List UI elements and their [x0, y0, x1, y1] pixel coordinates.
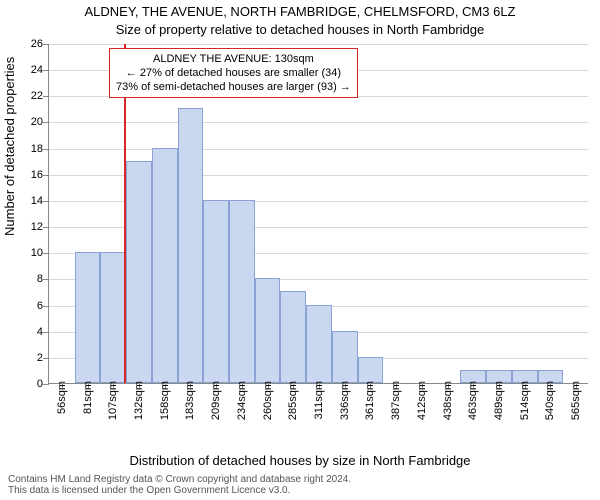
x-tick-label: 260sqm: [262, 381, 274, 420]
y-tick-label: 20: [19, 116, 43, 128]
y-tick: [43, 149, 49, 150]
y-tick-label: 26: [19, 38, 43, 50]
annotation-line-1: ALDNEY THE AVENUE: 130sqm: [116, 52, 351, 66]
y-tick: [43, 201, 49, 202]
bar: [255, 278, 281, 383]
gridline: [49, 149, 588, 150]
x-tick-label: 56sqm: [56, 381, 68, 414]
bar: [280, 291, 306, 383]
bar: [203, 200, 229, 383]
y-tick: [43, 96, 49, 97]
x-tick-label: 438sqm: [442, 381, 454, 420]
x-tick-label: 412sqm: [416, 381, 428, 420]
x-tick-label: 387sqm: [390, 381, 402, 420]
annotation-line-2: ← 27% of detached houses are smaller (34…: [116, 66, 351, 80]
x-tick-label: 565sqm: [570, 381, 582, 420]
x-tick-label: 361sqm: [364, 381, 376, 420]
x-tick-label: 489sqm: [493, 381, 505, 420]
y-tick: [43, 358, 49, 359]
x-tick-label: 132sqm: [133, 381, 145, 420]
bar: [126, 161, 152, 383]
y-tick: [43, 306, 49, 307]
y-tick-label: 22: [19, 90, 43, 102]
y-tick-label: 2: [19, 352, 43, 364]
bar: [229, 200, 255, 383]
footer-attribution: Contains HM Land Registry data © Crown c…: [8, 474, 351, 496]
y-tick: [43, 70, 49, 71]
x-tick-label: 540sqm: [544, 381, 556, 420]
gridline: [49, 122, 588, 123]
bar: [332, 331, 358, 383]
bar: [152, 148, 178, 383]
x-tick-label: 107sqm: [107, 381, 119, 420]
y-tick-label: 4: [19, 326, 43, 338]
y-tick: [43, 44, 49, 45]
x-tick-label: 158sqm: [159, 381, 171, 420]
x-tick-label: 514sqm: [519, 381, 531, 420]
y-tick: [43, 227, 49, 228]
y-tick-label: 24: [19, 64, 43, 76]
x-tick-label: 311sqm: [313, 381, 325, 419]
y-tick-label: 0: [19, 378, 43, 390]
x-tick-label: 81sqm: [82, 381, 94, 414]
bar: [178, 108, 204, 383]
y-tick-label: 8: [19, 273, 43, 285]
x-tick-label: 234sqm: [236, 381, 248, 420]
bar: [75, 252, 101, 383]
chart-container: ALDNEY, THE AVENUE, NORTH FAMBRIDGE, CHE…: [0, 0, 600, 500]
bar: [100, 252, 126, 383]
y-tick: [43, 253, 49, 254]
y-tick-label: 16: [19, 169, 43, 181]
y-tick-label: 12: [19, 221, 43, 233]
annotation-line-3: 73% of semi-detached houses are larger (…: [116, 80, 351, 94]
annotation-box: ALDNEY THE AVENUE: 130sqm ← 27% of detac…: [109, 48, 358, 98]
y-tick-label: 6: [19, 300, 43, 312]
y-tick: [43, 384, 49, 385]
x-tick-label: 336sqm: [339, 381, 351, 420]
y-tick-label: 18: [19, 143, 43, 155]
x-tick-label: 183sqm: [184, 381, 196, 420]
y-tick: [43, 122, 49, 123]
plot-area: 0246810121416182022242656sqm81sqm107sqm1…: [48, 44, 588, 384]
title-line-1: ALDNEY, THE AVENUE, NORTH FAMBRIDGE, CHE…: [0, 4, 600, 19]
y-tick: [43, 175, 49, 176]
gridline: [49, 44, 588, 45]
bar: [306, 305, 332, 383]
y-tick: [43, 279, 49, 280]
y-axis-label: Number of detached properties: [2, 57, 17, 236]
y-tick-label: 10: [19, 247, 43, 259]
y-tick: [43, 332, 49, 333]
title-line-2: Size of property relative to detached ho…: [0, 22, 600, 37]
footer-line-1: Contains HM Land Registry data © Crown c…: [8, 474, 351, 485]
x-tick-label: 285sqm: [287, 381, 299, 420]
bar: [358, 357, 384, 383]
x-axis-label: Distribution of detached houses by size …: [0, 453, 600, 468]
footer-line-2: This data is licensed under the Open Gov…: [8, 485, 351, 496]
y-tick-label: 14: [19, 195, 43, 207]
x-tick-label: 209sqm: [210, 381, 222, 420]
x-tick-label: 463sqm: [467, 381, 479, 420]
